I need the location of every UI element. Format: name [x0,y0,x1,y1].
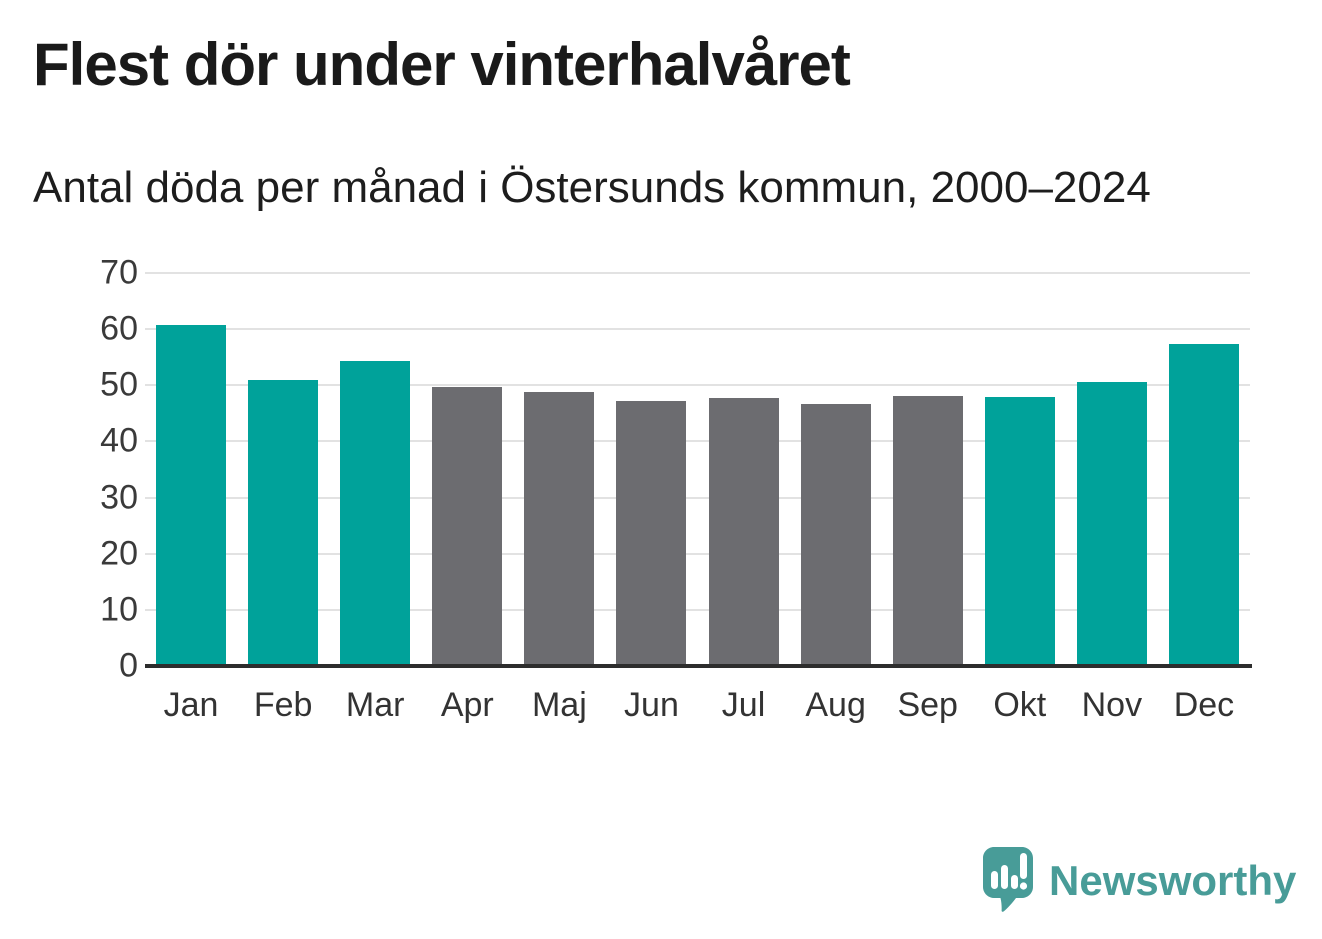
x-axis-tick-label-nov: Nov [1081,686,1143,724]
bar-apr [432,386,503,666]
gridline-y70 [145,272,1250,274]
newsworthy-logo-text: Newsworthy [1049,857,1297,904]
chart-title: Flest dör under vinterhalvåret [33,31,851,98]
x-axis-line [145,664,1252,668]
x-axis-tick-label-mar: Mar [345,686,405,724]
x-axis-tick-label-dec: Dec [1173,686,1235,724]
y-axis-tick-label: 30 [100,478,138,517]
y-axis-tick-label: 10 [100,590,138,629]
chart-subtitle: Antal döda per månad i Östersunds kommun… [33,163,1151,212]
y-axis-tick-label: 40 [100,421,138,460]
x-axis-tick-label-jun: Jun [624,686,679,724]
bar-feb [248,380,319,666]
x-axis-tick-label-apr: Apr [440,686,494,724]
y-axis-tick-label: 70 [100,253,138,292]
bar-dec [1168,343,1239,666]
x-axis-tick-label-feb: Feb [253,686,313,724]
x-axis-tick-label-maj: Maj [531,686,587,724]
y-axis-tick-label: 50 [100,365,138,404]
y-axis-tick-label: 0 [119,646,138,685]
gridline-y20 [145,552,1250,555]
newsworthy-branding: Newsworthy [982,845,1302,917]
bar-aug [800,403,871,666]
bar-sep [892,395,963,666]
y-axis-tick-label: 20 [100,534,138,573]
gridline-y50 [145,384,1250,387]
bar-jul [708,398,779,666]
newsworthy-logo-icon [983,847,1033,912]
gridline-y40 [145,440,1250,443]
bar-okt [984,396,1055,666]
x-axis-tick-label-okt: Okt [993,686,1047,724]
x-axis-tick-label-jan: Jan [163,686,219,724]
bar-jan [156,325,227,666]
bar-jun [616,401,687,666]
y-axis-tick-label: 60 [100,309,138,348]
bar-maj [524,392,595,666]
x-axis-tick-label-aug: Aug [805,686,866,724]
x-axis-tick-label-sep: Sep [897,686,958,724]
gridline-y60 [145,328,1250,331]
gridline-y30 [145,496,1250,499]
bar-nov [1076,381,1147,666]
bar-mar [340,361,411,666]
x-axis-tick-label-jul: Jul [721,686,766,724]
gridline-y10 [145,608,1250,611]
